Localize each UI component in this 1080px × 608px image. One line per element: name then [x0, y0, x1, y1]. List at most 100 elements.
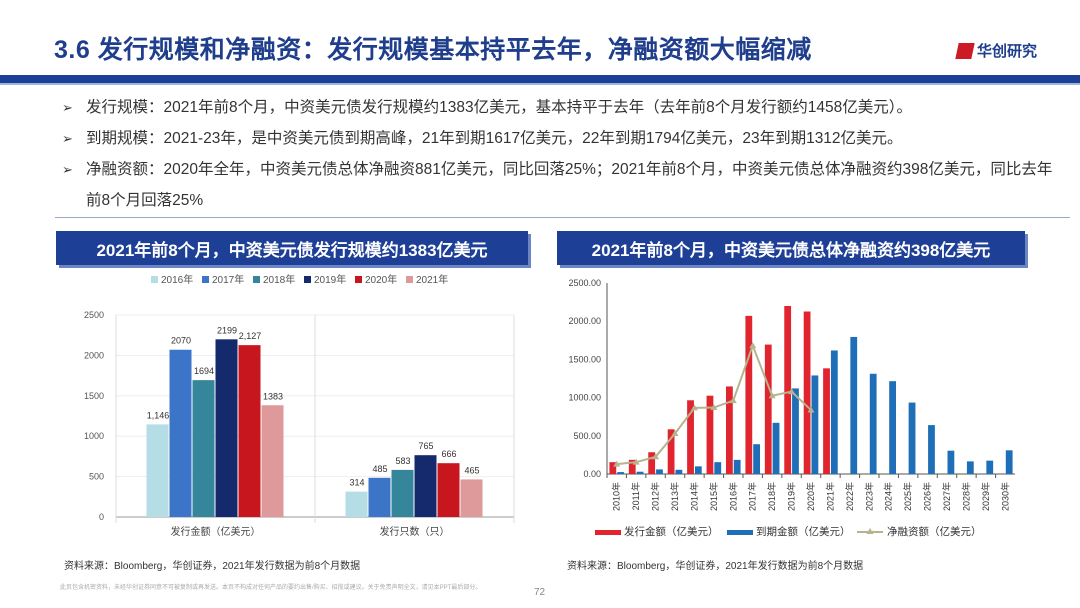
x-tick-label: 2029年	[980, 482, 991, 511]
left-chart-source: 资料来源：Bloomberg，华创证券，2021年发行数据为前8个月数据	[64, 561, 361, 572]
data-label: 583	[395, 456, 410, 466]
bar-maturity	[675, 469, 683, 474]
y-tick-label: 1000	[84, 431, 104, 441]
x-tick-label: 2014年	[688, 482, 699, 511]
bar-issuance	[823, 368, 830, 474]
bar	[146, 424, 169, 517]
net-financing-point	[749, 342, 757, 349]
x-tick-label: 2017年	[747, 482, 758, 511]
x-tick-label: 2027年	[941, 482, 952, 511]
bar-maturity	[772, 422, 780, 474]
bar-maturity	[792, 388, 799, 474]
net-financing-point	[729, 397, 737, 404]
legend-swatch	[406, 276, 413, 283]
bar-maturity	[714, 462, 722, 474]
net-financing-point	[632, 458, 640, 465]
x-tick-label: 2024年	[883, 482, 894, 511]
arrow-bullet-icon: ➢	[62, 100, 73, 115]
bar-maturity	[694, 466, 702, 474]
bar-maturity	[986, 460, 994, 474]
x-tick-label: 2020年	[805, 482, 816, 511]
bar-maturity	[811, 375, 819, 474]
bar-issuance	[628, 459, 636, 474]
bar-issuance	[784, 305, 792, 474]
net-financing-point	[613, 460, 621, 467]
logo-text: 华创研究	[977, 43, 1038, 60]
bar	[391, 469, 414, 517]
net-financing-point	[807, 406, 815, 413]
bar-maturity	[733, 459, 741, 474]
bullet-item: ➢ 到期规模：2021-23年，是中资美元债到期高峰，21年到期1617亿美元，…	[62, 123, 1062, 154]
bullet-item: ➢ 净融资额：2020年全年，中资美元债总体净融资881亿美元，同比回落25%；…	[62, 154, 1062, 216]
bullet-text: 发行规模：2021年前8个月，中资美元债发行规模约1383亿美元，基本持平于去年…	[86, 99, 912, 116]
x-category-label: 发行只数（只）	[380, 525, 450, 538]
x-tick-label: 2011年	[630, 482, 641, 510]
bar-maturity	[753, 444, 761, 474]
bar	[368, 477, 391, 517]
bar-issuance	[764, 344, 772, 474]
legend-marker	[866, 528, 874, 534]
y-tick-label: 0	[99, 512, 104, 522]
header-rule	[0, 75, 1080, 83]
bar	[460, 479, 483, 517]
data-label: 1383	[263, 391, 283, 401]
x-tick-label: 2018年	[766, 482, 777, 511]
page-title: 3.6 发行规模和净融资：发行规模基本持平去年，净融资额大幅缩减	[54, 36, 812, 64]
data-label: 1,146	[147, 410, 170, 420]
header-rule-light	[0, 83, 1080, 85]
net-financing-point	[652, 453, 660, 460]
y-tick-label: 2500	[84, 310, 104, 320]
bar	[261, 405, 284, 517]
bar-maturity	[1005, 450, 1013, 474]
bar-maturity	[617, 472, 625, 474]
data-label: 666	[441, 449, 456, 459]
bar-issuance	[648, 452, 656, 474]
legend-label: 2017年	[212, 273, 244, 286]
legend-swatch	[595, 530, 621, 535]
legend-swatch	[727, 530, 753, 535]
bar-issuance	[725, 386, 733, 474]
bar-maturity	[656, 469, 663, 474]
y-tick-label: 2000	[84, 350, 104, 360]
y-tick-label: 1500	[84, 391, 104, 401]
bar-issuance	[667, 429, 675, 474]
y-tick-label: 1000.00	[568, 393, 601, 403]
legend-label: 2019年	[314, 273, 346, 286]
x-tick-label: 2030年	[999, 482, 1010, 511]
net-financing-point	[671, 430, 679, 437]
arrow-bullet-icon: ➢	[62, 131, 73, 146]
net-financing-point	[690, 404, 698, 411]
legend-label: 到期金额（亿美元）	[756, 525, 851, 538]
bar-issuance	[687, 400, 694, 474]
data-label: 314	[349, 478, 364, 488]
divider	[55, 217, 1070, 218]
legend-swatch	[151, 276, 158, 283]
x-tick-label: 2016年	[727, 482, 738, 511]
x-tick-label: 2015年	[708, 482, 719, 511]
bar-maturity	[928, 425, 935, 474]
bar	[192, 380, 215, 517]
x-tick-label: 2025年	[902, 482, 913, 511]
data-label: 485	[372, 464, 387, 474]
x-tick-label: 2019年	[786, 482, 797, 511]
bar-issuance	[706, 395, 714, 474]
legend-label: 净融资额（亿美元）	[887, 525, 982, 538]
y-tick-label: 2500.00	[568, 278, 601, 288]
right-chart-source: 资料来源：Bloomberg，华创证券，2021年发行数据为前8个月数据	[567, 561, 864, 572]
bar-issuance	[745, 315, 753, 474]
x-tick-label: 2012年	[650, 482, 661, 511]
bullet-text: 净融资额：2020年全年，中资美元债总体净融资881亿美元，同比回落25%；20…	[86, 161, 1053, 209]
bar-maturity	[869, 373, 877, 474]
right-chart-banner: 2021年前8个月，中资美元债总体净融资约398亿美元	[557, 231, 1025, 265]
bar	[345, 491, 368, 517]
x-tick-label: 2022年	[844, 482, 855, 511]
bar	[238, 345, 261, 517]
x-category-label: 发行金额（亿美元）	[171, 525, 261, 538]
bar-issuance	[803, 311, 811, 474]
legend-label: 2016年	[161, 273, 193, 286]
x-tick-label: 2010年	[611, 482, 622, 511]
data-label: 1694	[194, 366, 214, 376]
data-label: 2199	[217, 325, 237, 335]
data-label: 2,127	[239, 331, 262, 341]
footer-disclaimer: 此页包含机密资料，未经华创证券同意不可被复制或再发送。本页不构成对任何产品的要约…	[60, 585, 482, 591]
